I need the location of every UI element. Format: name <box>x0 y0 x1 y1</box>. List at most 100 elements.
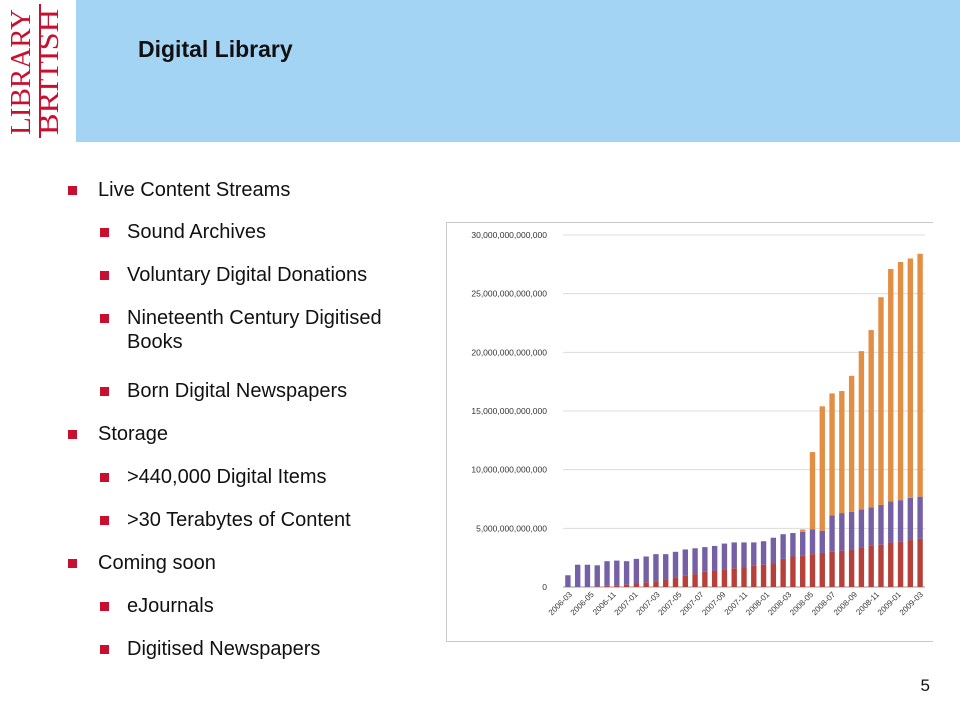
bar-segment-2 <box>848 511 855 550</box>
y-tick-label: 20,000,000,000,000 <box>471 347 547 357</box>
x-tick-label: 2006-05 <box>569 590 597 618</box>
y-tick-label: 10,000,000,000,000 <box>471 465 547 475</box>
bar-segment-1 <box>858 547 865 587</box>
bar-segment-2 <box>800 531 806 556</box>
bar-segment-1 <box>721 569 728 587</box>
bullet-item: Coming soon <box>68 551 216 575</box>
bar-segment-3 <box>848 375 855 512</box>
bar-segment-1 <box>711 570 718 587</box>
bar-segment-2 <box>604 561 610 586</box>
x-tick-label: 2009-03 <box>898 590 926 618</box>
bar-segment-3 <box>917 253 923 497</box>
logo-mark: BRITISH LIBRARY <box>5 4 65 138</box>
chart-bars <box>565 253 923 587</box>
bullet-marker <box>100 516 109 525</box>
page-number: 5 <box>920 676 930 695</box>
sub-bullet-item: eJournals <box>100 594 437 618</box>
bar-segment-2 <box>574 564 581 587</box>
y-tick-label: 15,000,000,000,000 <box>471 406 547 416</box>
bar-segment-2 <box>780 534 786 559</box>
y-axis-labels: 0 5,000,000,000,000 10,000,000,000,000 15,0… <box>471 230 547 592</box>
bar-segment-1 <box>819 552 825 587</box>
bullet-text: Storage <box>98 423 169 445</box>
bar-segment-2 <box>868 507 874 546</box>
bar-segment-3 <box>839 391 845 514</box>
bar-segment-1 <box>663 579 669 587</box>
bar-segment-2 <box>731 542 737 569</box>
bar-segment-1 <box>653 581 659 587</box>
bullet-marker <box>100 271 109 280</box>
y-tick-label: 30,000,000,000,000 <box>471 230 547 240</box>
bar-segment-2 <box>614 560 620 586</box>
bar-segment-1 <box>760 564 767 587</box>
bar-segment-2 <box>760 541 767 565</box>
bar-segment-2 <box>663 554 669 580</box>
bar-segment-3 <box>878 297 884 505</box>
bar-segment-3 <box>907 258 914 498</box>
bar-segment-2 <box>623 561 630 585</box>
bullet-item: Storage <box>68 422 169 446</box>
slide-title: Digital Library <box>138 36 293 62</box>
bar-segment-1 <box>839 550 845 587</box>
sub-bullet-item: Voluntary Digital Donations <box>100 263 437 287</box>
bar-segment-3 <box>829 393 835 516</box>
bar-segment-2 <box>682 549 688 576</box>
x-tick-label: 2008-09 <box>832 590 860 618</box>
bar-segment-2 <box>907 497 914 541</box>
x-tick-label: 2007-09 <box>700 590 728 618</box>
british-library-logo: BRITISH LIBRARY <box>0 0 76 142</box>
bar-segment-1 <box>702 571 708 587</box>
bullet-marker <box>68 186 77 195</box>
bar-segment-1 <box>672 577 679 587</box>
bullet-text: Nineteenth Century Digitised Books <box>127 307 382 353</box>
bullet-text: eJournals <box>127 595 214 617</box>
bar-segment-1 <box>623 584 630 587</box>
bullet-marker <box>100 473 109 482</box>
bullet-text: Voluntary Digital Donations <box>127 264 368 286</box>
bullet-marker <box>100 602 109 611</box>
bar-segment-1 <box>868 545 874 587</box>
bar-segment-3 <box>858 351 865 510</box>
bullet-marker <box>100 645 109 654</box>
bullet-marker <box>68 430 77 439</box>
sub-bullet-item: >440,000 Digital Items <box>100 465 437 489</box>
bar-segment-2 <box>672 551 679 578</box>
bullet-text: >440,000 Digital Items <box>127 466 327 488</box>
bar-segment-2 <box>643 556 649 583</box>
bar-segment-3 <box>897 261 904 501</box>
bar-segment-2 <box>711 545 718 571</box>
bar-segment-2 <box>721 543 728 570</box>
bar-segment-1 <box>692 574 698 587</box>
bar-segment-1 <box>741 567 747 587</box>
bullet-marker <box>68 559 77 568</box>
sub-bullet-item: Nineteenth Century Digitised Books <box>100 306 437 354</box>
bar-segment-1 <box>800 555 806 587</box>
bullet-marker <box>100 314 109 323</box>
bullet-text: Coming soon <box>98 552 216 574</box>
bar-segment-1 <box>888 542 894 587</box>
bar-segment-1 <box>633 583 640 587</box>
sub-bullet-item: Digitised Newspapers <box>100 637 437 661</box>
logo-text-line-2: LIBRARY <box>5 9 37 135</box>
bar-segment-1 <box>809 554 816 587</box>
title-band: Digital Library <box>76 0 960 142</box>
bar-segment-1 <box>604 585 610 587</box>
bar-segment-2 <box>819 530 825 553</box>
bar-segment-1 <box>682 575 688 587</box>
bullet-item: Live Content Streams <box>68 178 290 202</box>
bullet-marker <box>100 387 109 396</box>
bar-segment-2 <box>584 564 591 587</box>
sub-bullet-item: Sound Archives <box>100 220 437 244</box>
bullet-text: Born Digital Newspapers <box>127 380 348 402</box>
x-axis-labels: 2006-032006-052006-112007-012007-032007-… <box>547 590 926 618</box>
y-tick-label: 5,000,000,000,000 <box>476 523 547 533</box>
bar-segment-2 <box>878 504 884 545</box>
sub-bullet-item: >30 Terabytes of Content <box>100 508 437 532</box>
bar-segment-3 <box>809 452 816 530</box>
bar-segment-2 <box>829 515 835 552</box>
bar-segment-1 <box>751 565 757 587</box>
bar-segment-2 <box>702 547 708 572</box>
bullet-text: >30 Terabytes of Content <box>127 509 351 531</box>
bar-segment-3 <box>819 406 825 531</box>
logo-text-line-1: BRITISH <box>33 9 65 135</box>
